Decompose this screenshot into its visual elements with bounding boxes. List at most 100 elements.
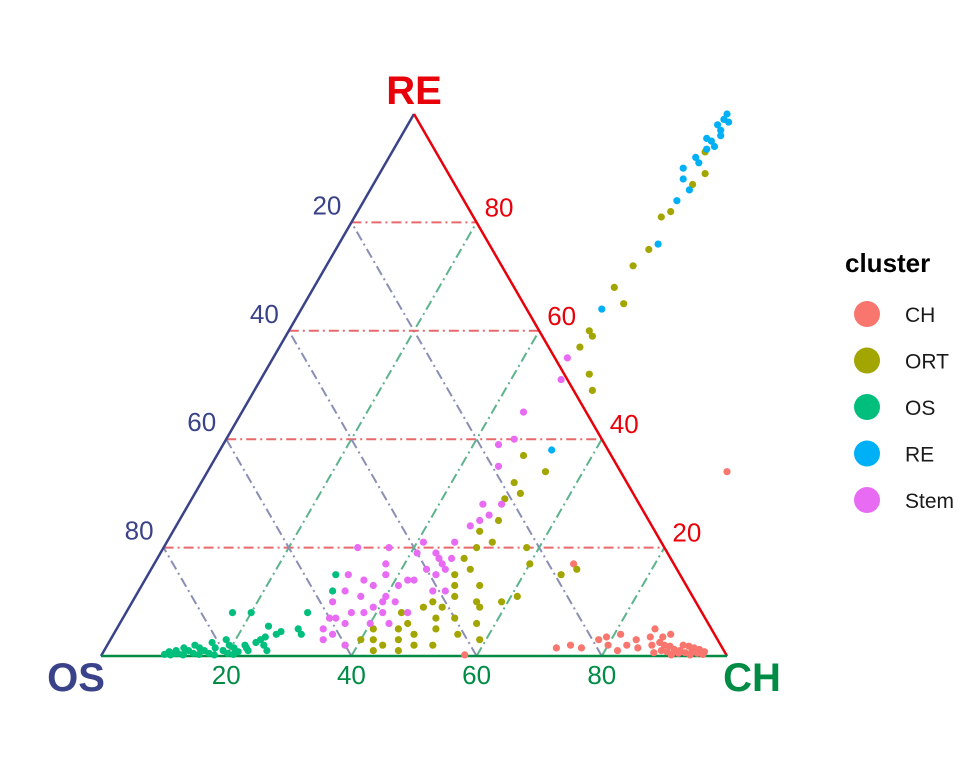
- point-ch-33: [686, 651, 694, 659]
- point-stem-13: [435, 554, 443, 563]
- point-os-39: [304, 609, 312, 617]
- point-os-17: [222, 636, 230, 644]
- point-os-34: [247, 609, 255, 617]
- point-stem-1: [557, 376, 565, 384]
- point-re-0: [723, 110, 731, 118]
- point-re-5: [717, 132, 725, 140]
- point-ch-24: [679, 641, 687, 649]
- point-re-3: [714, 121, 722, 129]
- point-stem-18: [432, 571, 440, 579]
- point-re-15: [673, 197, 681, 205]
- point-stem-20: [410, 576, 418, 584]
- point-stem-8: [498, 500, 506, 508]
- point-stem-45: [325, 614, 334, 622]
- point-re-18: [548, 446, 556, 454]
- point-ch-39: [461, 651, 469, 659]
- point-os-26: [260, 641, 268, 649]
- point-stem-46: [319, 636, 327, 644]
- point-stem-51: [413, 549, 421, 557]
- point-ort-27: [526, 560, 534, 568]
- grid-lines: [162, 221, 666, 657]
- legend-swatch-re: [854, 440, 880, 467]
- point-stem-34: [344, 571, 352, 579]
- point-ort-46: [394, 636, 402, 644]
- point-ch-3: [595, 636, 603, 644]
- point-stem-38: [329, 630, 337, 638]
- point-ch-10: [634, 644, 642, 652]
- point-ort-7: [610, 283, 618, 291]
- point-stem-37: [319, 625, 327, 633]
- grid-line-os-40: [287, 330, 478, 657]
- point-stem-43: [379, 609, 387, 617]
- point-os-9: [189, 649, 197, 657]
- axis-label-right: CH: [723, 656, 781, 700]
- point-os-20: [224, 649, 232, 657]
- point-ch-9: [632, 636, 640, 644]
- point-ort-41: [397, 609, 406, 617]
- point-stem-0: [563, 354, 572, 362]
- point-ort-40: [404, 619, 412, 628]
- tick-bottom-60: 60: [462, 660, 491, 690]
- grid-line-os-80: [162, 547, 228, 657]
- point-ch-0: [566, 641, 575, 649]
- point-ort-53: [410, 641, 418, 649]
- point-os-36: [263, 647, 271, 655]
- point-ch-35: [659, 633, 667, 641]
- point-stem-42: [391, 598, 399, 606]
- point-stem-26: [385, 544, 393, 552]
- point-ort-25: [466, 565, 474, 573]
- legend-label-stem: Stem: [905, 490, 954, 513]
- point-stem-10: [466, 522, 474, 530]
- point-os-30: [252, 638, 260, 647]
- point-ort-13: [588, 386, 597, 394]
- point-stem-29: [369, 581, 377, 590]
- point-ort-35: [451, 581, 459, 590]
- point-ch-38: [723, 468, 731, 476]
- point-ort-22: [473, 544, 481, 552]
- point-ort-32: [476, 603, 484, 611]
- tick-left-20: 20: [312, 190, 341, 220]
- point-ort-8: [620, 300, 628, 308]
- point-ort-56: [357, 636, 365, 644]
- point-ort-2: [701, 170, 709, 178]
- legend-label-ort: ORT: [905, 351, 949, 374]
- point-ort-54: [369, 647, 377, 655]
- tick-right-20: 20: [672, 518, 701, 548]
- tick-labels: 20 20 20 40 40 40 60 60 60 80 80 80: [125, 190, 702, 690]
- point-os-41: [294, 625, 302, 633]
- point-ort-37: [429, 598, 437, 606]
- point-ch-17: [660, 641, 669, 649]
- point-ort-47: [410, 630, 418, 638]
- point-re-12: [679, 164, 687, 172]
- point-ort-59: [476, 636, 484, 644]
- point-ort-23: [523, 544, 531, 552]
- point-ort-48: [432, 625, 440, 633]
- tick-right-40: 40: [610, 409, 639, 439]
- point-ort-18: [501, 495, 509, 503]
- point-stem-52: [419, 538, 427, 546]
- point-ort-30: [513, 592, 521, 601]
- point-re-9: [703, 145, 711, 153]
- point-ort-38: [438, 603, 446, 611]
- point-os-28: [277, 628, 285, 636]
- point-stem-40: [341, 641, 349, 649]
- point-ort-5: [645, 245, 653, 254]
- tick-bottom-80: 80: [587, 660, 616, 690]
- tick-right-60: 60: [547, 301, 576, 331]
- point-ort-9: [585, 327, 593, 335]
- point-ort-10: [588, 332, 597, 340]
- point-stem-30: [347, 609, 355, 617]
- point-stem-27: [360, 576, 368, 584]
- point-stem-12: [432, 549, 440, 557]
- legend-label-os: OS: [905, 397, 935, 420]
- tick-bottom-40: 40: [337, 660, 366, 690]
- point-ort-49: [451, 614, 459, 622]
- point-stem-3: [510, 435, 518, 443]
- point-stem-44: [404, 609, 412, 617]
- point-ort-20: [476, 527, 484, 535]
- point-re-4: [717, 126, 725, 134]
- point-stem-2: [519, 408, 528, 416]
- point-stem-39: [341, 619, 349, 628]
- point-stem-9: [476, 516, 484, 525]
